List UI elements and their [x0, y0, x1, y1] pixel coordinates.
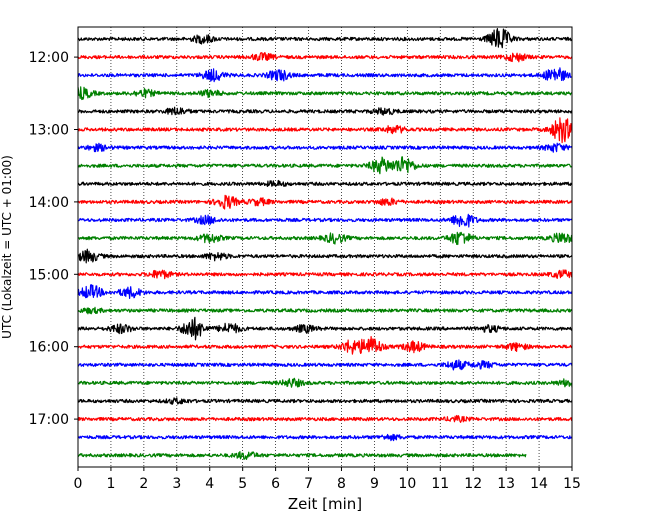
x-tick-label-6: 6 [271, 476, 280, 492]
x-tick-label-1: 1 [106, 476, 115, 492]
trace-1200 [77, 52, 573, 63]
x-tick-label-8: 8 [337, 476, 346, 492]
y-tick-label-1: 13:00 [29, 123, 69, 139]
seismic-traces [77, 28, 573, 460]
x-tick-label-4: 4 [205, 476, 214, 492]
trace-1615 [77, 359, 573, 371]
x-tick-label-2: 2 [139, 476, 148, 492]
x-tick-label-15: 15 [563, 476, 581, 492]
trace-1245 [77, 106, 573, 116]
x-tick-label-5: 5 [238, 476, 247, 492]
trace-1330 [77, 156, 573, 175]
trace-1530 [77, 306, 573, 315]
trace-1500 [77, 269, 573, 280]
y-axis-label: UTC (Lokalzeit = UTC + 01:00) [0, 155, 14, 339]
x-axis-label: Zeit [min] [288, 495, 362, 513]
y-tick-label-2: 14:00 [29, 195, 69, 211]
y-tick-label-3: 15:00 [29, 267, 69, 283]
x-tick-label-13: 13 [497, 476, 515, 492]
y-tick-label-5: 17:00 [29, 412, 69, 428]
trace-1300 [77, 117, 573, 144]
x-tick-label-0: 0 [74, 476, 83, 492]
trace-1215 [77, 67, 573, 83]
x-axis-ticks: 0 1 2 3 4 5 6 7 8 9 10 11 12 13 14 15 [74, 467, 581, 492]
trace-1730 [77, 451, 527, 460]
trace-1600 [77, 336, 573, 355]
y-axis-ticks: 12:00 13:00 14:00 15:00 16:00 17:00 [29, 50, 78, 428]
trace-1400 [77, 194, 573, 210]
trace-1515 [77, 284, 573, 299]
trace-1315 [77, 142, 573, 153]
trace-1630 [77, 377, 573, 388]
trace-1415 [77, 213, 573, 228]
trace-1715 [77, 433, 573, 442]
x-tick-label-7: 7 [304, 476, 313, 492]
plot-frame [77, 26, 573, 468]
trace-1345 [77, 179, 573, 187]
x-tick-label-3: 3 [172, 476, 181, 492]
x-tick-label-14: 14 [530, 476, 548, 492]
trace-1145 [77, 28, 573, 49]
x-tick-label-11: 11 [431, 476, 449, 492]
x-tick-label-12: 12 [464, 476, 482, 492]
trace-1700 [77, 414, 573, 423]
trace-1645 [77, 397, 573, 405]
x-tick-label-9: 9 [370, 476, 379, 492]
y-tick-label-4: 16:00 [29, 340, 69, 356]
trace-1445 [77, 248, 573, 264]
vertical-grid-lines [110, 27, 540, 467]
trace-1230 [77, 86, 573, 101]
x-tick-label-10: 10 [398, 476, 416, 492]
trace-1430 [77, 231, 573, 246]
trace-1545 [77, 316, 573, 341]
y-tick-label-0: 12:00 [29, 50, 69, 66]
